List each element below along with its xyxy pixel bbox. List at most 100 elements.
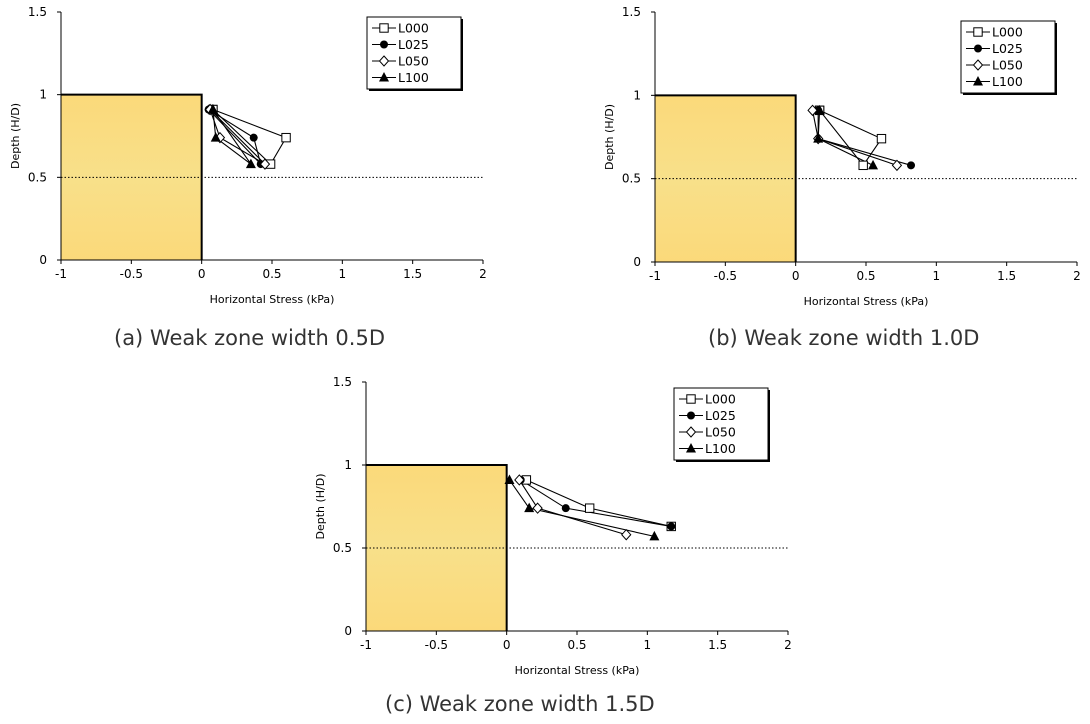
legend-label-a-L050: L050: [398, 54, 429, 69]
x-axis-label-b: Horizontal Stress (kPa): [804, 295, 929, 308]
data-point-c-L050-1: [532, 502, 543, 514]
data-point-a-L025-1: [249, 133, 258, 142]
x-tick-label-c-6: 2: [784, 638, 792, 652]
x-tick-label-c-4: 1: [644, 638, 652, 652]
legend-label-b-L050: L050: [992, 58, 1023, 73]
x-tick-label-c-2: 0: [503, 638, 511, 652]
data-point-a-L100-2: [245, 158, 256, 169]
legend-label-b-L100: L100: [992, 74, 1023, 89]
y-axis-label-a: Depth (H/D): [9, 103, 22, 169]
x-tick-label-c-0: -1: [360, 638, 372, 652]
legend-label-a-L100: L100: [398, 70, 429, 85]
y-tick-label-a-3: 1.5: [28, 5, 47, 19]
legend-label-a-L025: L025: [398, 37, 429, 52]
weak-zone-outline-b: [655, 94, 797, 262]
data-point-a-L100-1: [210, 132, 221, 142]
legend-marker-b-L025: [974, 44, 982, 53]
data-point-c-L100-1: [524, 502, 535, 513]
caption-a: (a) Weak zone width 0.5D: [114, 326, 385, 350]
x-tick-label-b-3: 0.5: [856, 269, 875, 283]
y-tick-label-a-2: 1: [39, 88, 47, 102]
series-line-a-L025: [208, 109, 262, 165]
legend-marker-b-L100: [973, 76, 983, 86]
y-tick-label-b-3: 1.5: [622, 5, 641, 19]
x-axis-label-c: Horizontal Stress (kPa): [515, 664, 640, 677]
legend-label-b-L000: L000: [992, 25, 1023, 40]
data-point-c-L100-2: [649, 530, 660, 541]
legend-marker-a-L000: [379, 23, 389, 33]
x-axis-label-a: Horizontal Stress (kPa): [210, 293, 335, 306]
caption-c: (c) Weak zone width 1.5D: [385, 692, 655, 716]
legend-marker-b-L050: [972, 59, 984, 71]
data-point-c-L025-2: [667, 522, 676, 531]
y-tick-label-c-1: 0.5: [333, 541, 352, 555]
series-line-a-L050: [209, 109, 266, 165]
x-tick-label-b-1: -0.5: [714, 269, 737, 283]
legend-label-c-L100: L100: [705, 441, 736, 456]
legend-label-a-L000: L000: [398, 21, 429, 36]
legend-marker-a-L100: [379, 72, 389, 82]
chart-panel-c: -1 -0.5 0 0.5 1 1.5 2 0 0.5 1 1.5 Horizontal Stress…: [314, 375, 792, 677]
x-tick-label-a-3: 0.5: [262, 267, 281, 281]
y-tick-label-b-2: 1: [633, 88, 641, 102]
caption-b: (b) Weak zone width 1.0D: [708, 326, 980, 350]
legend-label-c-L025: L025: [705, 408, 736, 423]
legend-marker-c-L000: [686, 394, 696, 404]
y-tick-label-b-0: 0: [633, 255, 641, 269]
series-line-b-L000: [819, 109, 883, 167]
data-point-b-L000-1: [876, 133, 887, 144]
x-tick-label-c-1: -0.5: [425, 638, 448, 652]
data-point-a-L000-1: [281, 132, 291, 143]
x-tick-label-b-4: 1: [933, 269, 941, 283]
x-tick-label-b-6: 2: [1073, 269, 1081, 283]
series-line-a-L000: [212, 109, 287, 165]
series-line-a-L100: [212, 109, 252, 165]
legend-marker-c-L100: [686, 443, 696, 453]
y-tick-label-a-0: 0: [39, 253, 47, 267]
data-point-a-L100-3: [207, 104, 218, 114]
y-axis-label-c: Depth (H/D): [314, 473, 327, 539]
x-tick-label-b-5: 1.5: [997, 269, 1016, 283]
data-point-b-L050-0: [807, 104, 818, 117]
x-tick-label-b-0: -1: [649, 269, 661, 283]
legend-marker-a-L050: [378, 55, 390, 67]
x-tick-label-a-1: -0.5: [120, 267, 143, 281]
legend-marker-a-L025: [380, 40, 388, 49]
legend-marker-b-L000: [973, 27, 983, 37]
data-point-a-L050-2: [259, 158, 271, 170]
legend-marker-c-L025: [687, 411, 695, 420]
data-point-c-L000-1: [584, 503, 595, 513]
x-tick-label-a-5: 1.5: [403, 267, 422, 281]
legend-marker-c-L050: [685, 426, 697, 438]
legend-label-c-L050: L050: [705, 425, 736, 440]
x-tick-label-a-2: 0: [198, 267, 206, 281]
series-line-c-L000: [526, 479, 672, 527]
x-tick-label-a-4: 1: [339, 267, 347, 281]
data-point-b-L100-0: [814, 104, 825, 115]
data-point-b-L025-2: [907, 161, 916, 170]
chart-panel-a: -1 -0.5 0 0.5 1 1.5 2 0 0.5 1 1.5 Horizontal Stress…: [9, 5, 487, 306]
x-tick-label-c-5: 1.5: [708, 638, 727, 652]
chart-panel-b: -1 -0.5 0 0.5 1 1.5 2 0 0.5 1 1.5 Horizontal Stress…: [603, 5, 1081, 308]
y-tick-label-c-3: 1.5: [333, 375, 352, 389]
data-point-c-L050-2: [621, 528, 632, 541]
data-point-c-L050-0: [514, 474, 525, 486]
data-point-b-L100-2: [868, 159, 879, 170]
y-axis-label-b: Depth (H/D): [603, 104, 616, 170]
data-point-b-L000-2: [858, 160, 868, 171]
weak-zone-outline-c: [366, 464, 508, 631]
y-tick-label-b-1: 0.5: [622, 172, 641, 186]
series-line-b-L025: [817, 110, 912, 166]
legend-label-b-L025: L025: [992, 41, 1023, 56]
legend-label-c-L000: L000: [705, 392, 736, 407]
y-tick-label-c-2: 1: [344, 458, 352, 472]
weak-zone-outline-a: [61, 93, 203, 260]
x-tick-label-a-6: 2: [479, 267, 487, 281]
y-tick-label-c-0: 0: [344, 624, 352, 638]
data-point-b-L050-2: [891, 159, 903, 172]
x-tick-label-a-0: -1: [55, 267, 67, 281]
data-point-c-L025-1: [561, 504, 570, 513]
x-tick-label-b-2: 0: [792, 269, 800, 283]
y-tick-label-a-1: 0.5: [28, 170, 47, 184]
x-tick-label-c-3: 0.5: [567, 638, 586, 652]
